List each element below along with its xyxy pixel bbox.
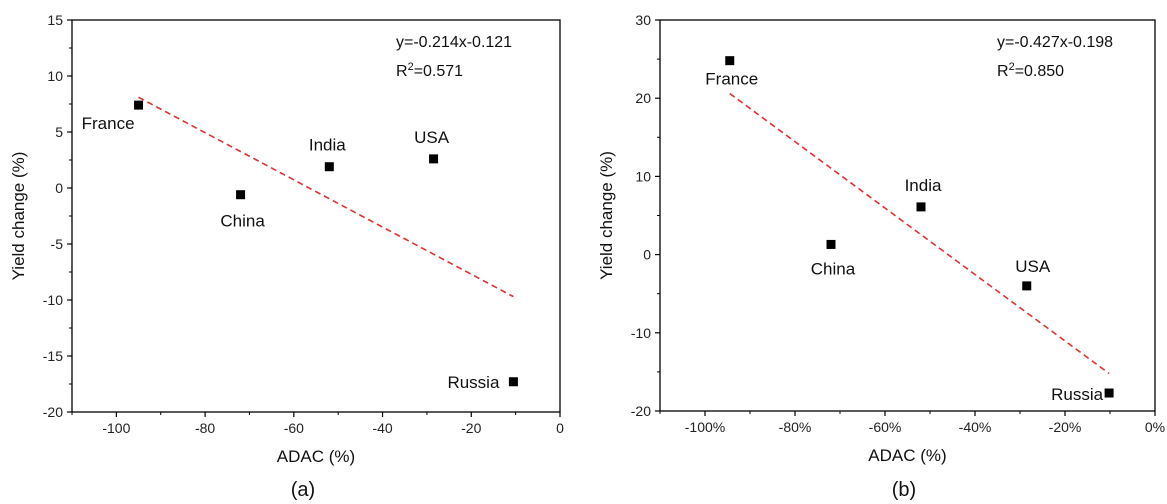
data-point-china bbox=[826, 239, 836, 249]
x-tick-label: -60 bbox=[284, 420, 304, 436]
r-squared: R2=0.571 bbox=[396, 61, 463, 80]
chart-panel-b: -100% -80% -60% -40% -20% 0% -20 -10 0 10 20 30 ADAC… bbox=[597, 12, 1165, 501]
point-label-china: China bbox=[811, 259, 856, 278]
x-tick-label: -80 bbox=[195, 420, 215, 436]
point-label-usa: USA bbox=[414, 128, 450, 147]
x-tick-label: -100% bbox=[685, 419, 725, 435]
data-point-russia bbox=[1104, 388, 1114, 398]
y-axis-title: Yield change (%) bbox=[597, 151, 616, 280]
y-tick-label: 10 bbox=[635, 168, 651, 184]
x-tick-label: -60% bbox=[869, 419, 902, 435]
data-point-china bbox=[236, 190, 246, 200]
x-tick-label: -40% bbox=[959, 419, 992, 435]
y-tick-label: 30 bbox=[635, 12, 651, 28]
y-tick-label: 10 bbox=[47, 68, 63, 84]
y-tick-label: 15 bbox=[47, 12, 63, 28]
point-label-russia: Russia bbox=[447, 373, 500, 392]
x-tick-label: 0% bbox=[1145, 419, 1165, 435]
data-point-india bbox=[916, 202, 926, 212]
point-label-france: France bbox=[705, 70, 758, 89]
data-point-india bbox=[324, 162, 334, 172]
x-tick-label: -40 bbox=[372, 420, 392, 436]
regression-equation: y=-0.427x-0.198 bbox=[997, 34, 1113, 51]
y-tick-label: -5 bbox=[51, 236, 64, 252]
data-point-usa bbox=[429, 154, 439, 164]
x-axis-title: ADAC (%) bbox=[277, 447, 355, 466]
x-tick-label: -80% bbox=[779, 419, 812, 435]
y-tick-label: -10 bbox=[43, 292, 63, 308]
r-squared: R2=0.850 bbox=[997, 61, 1064, 80]
point-label-india: India bbox=[905, 176, 942, 195]
point-label-india: India bbox=[309, 136, 346, 155]
y-tick-label: -10 bbox=[631, 325, 651, 341]
chart-panel-a: -100 -80 -60 -40 -20 0 -20 -15 -10 -5 0 5 10 15 ADAC (… bbox=[9, 12, 564, 501]
regression-line bbox=[729, 92, 1110, 375]
y-tick-label: -20 bbox=[43, 404, 63, 420]
y-tick-label: 20 bbox=[635, 90, 651, 106]
x-axis-title: ADAC (%) bbox=[868, 446, 946, 465]
data-point-usa bbox=[1022, 281, 1032, 291]
point-label-france: France bbox=[82, 114, 135, 133]
data-point-france bbox=[725, 56, 735, 66]
point-label-russia: Russia bbox=[1051, 385, 1104, 404]
x-tick-label: 0 bbox=[556, 420, 564, 436]
x-tick-label: -100 bbox=[102, 420, 130, 436]
plot-frame bbox=[71, 19, 561, 413]
y-tick-label: 0 bbox=[643, 247, 651, 263]
y-axis-title: Yield change (%) bbox=[9, 152, 28, 281]
y-tick-label: 5 bbox=[55, 124, 63, 140]
x-tick-label: -20% bbox=[1049, 419, 1082, 435]
panel-label: (a) bbox=[291, 479, 315, 501]
point-label-usa: USA bbox=[1015, 257, 1051, 276]
regression-line bbox=[138, 96, 514, 298]
data-point-france bbox=[134, 100, 144, 110]
data-point-russia bbox=[508, 377, 518, 387]
regression-equation: y=-0.214x-0.121 bbox=[396, 34, 512, 51]
point-label-china: China bbox=[220, 212, 265, 231]
y-tick-label: -15 bbox=[43, 348, 63, 364]
y-tick-label: 0 bbox=[55, 180, 63, 196]
panel-label: (b) bbox=[892, 479, 916, 501]
x-tick-label: -20 bbox=[461, 420, 481, 436]
y-tick-label: -20 bbox=[631, 403, 651, 419]
